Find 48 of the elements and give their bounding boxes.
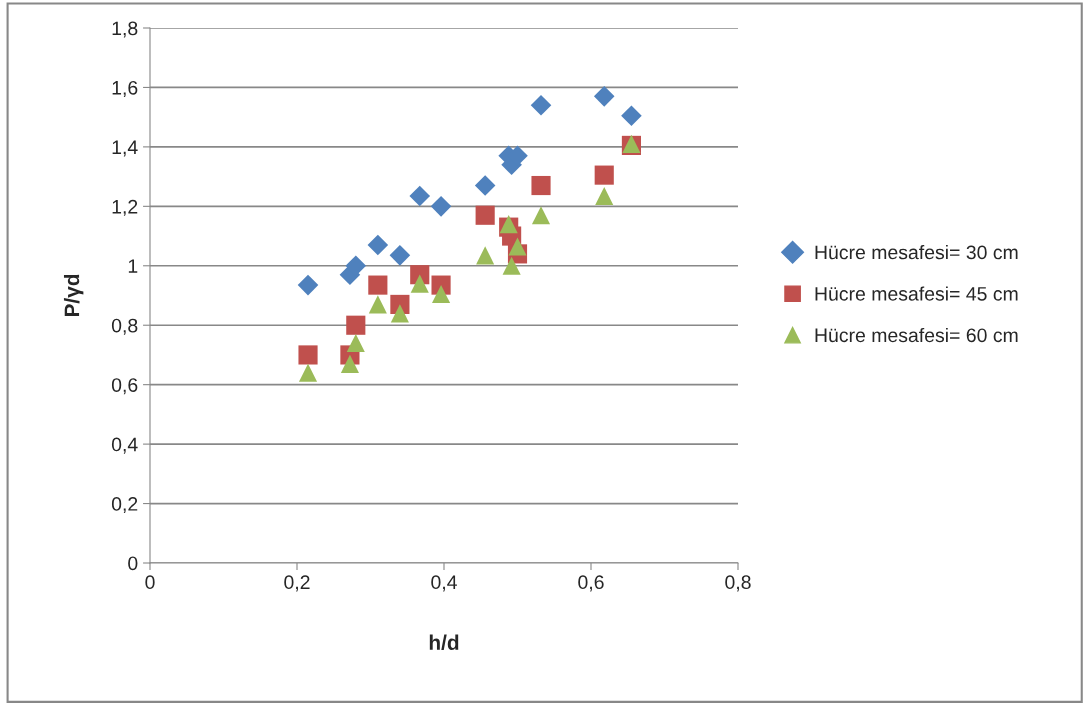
point xyxy=(531,206,551,225)
y-tick-label: 0 xyxy=(128,556,138,571)
y-tick-label: 0,2 xyxy=(111,497,138,514)
point xyxy=(368,275,388,295)
point xyxy=(502,256,521,275)
x-tick-label: 0,8 xyxy=(725,575,751,592)
point xyxy=(621,105,642,126)
point xyxy=(508,237,527,256)
y-axis-title: P/γd xyxy=(63,274,84,317)
y-tick-label: 1,6 xyxy=(112,80,138,97)
point xyxy=(410,274,429,293)
legend-label: Hücre mesafesi= 60 cm xyxy=(815,327,1018,343)
y-tick-label: 1,4 xyxy=(112,140,138,157)
point xyxy=(430,196,452,217)
point xyxy=(298,345,318,365)
point xyxy=(595,186,614,205)
point xyxy=(368,295,387,314)
legend-label: Hücre mesafesi= 30 cm xyxy=(815,244,1018,260)
x-tick-label: 0,6 xyxy=(578,575,604,592)
point xyxy=(594,165,614,185)
point xyxy=(531,175,551,196)
y-tick-label: 1,8 xyxy=(112,21,138,38)
y-tick-label: 0,8 xyxy=(111,318,138,335)
point xyxy=(475,205,495,225)
point xyxy=(298,363,318,382)
x-tick-label: 0 xyxy=(145,575,155,590)
point xyxy=(476,246,495,265)
y-tick-label: 1,2 xyxy=(112,199,138,216)
point xyxy=(474,175,496,196)
point xyxy=(409,185,431,207)
y-tick-label: 1 xyxy=(128,259,138,273)
point xyxy=(530,94,552,116)
point xyxy=(346,315,366,335)
y-tick-label: 0,4 xyxy=(111,437,138,454)
point xyxy=(346,334,365,353)
legend-label: Hücre mesafesi= 45 cm xyxy=(815,286,1018,301)
point xyxy=(432,284,451,304)
point xyxy=(593,86,615,107)
point xyxy=(345,255,367,277)
point xyxy=(390,304,409,323)
point xyxy=(340,354,359,373)
x-axis-title: h/d xyxy=(429,634,459,651)
point xyxy=(367,234,389,256)
point xyxy=(389,245,411,266)
x-tick-label: 0,4 xyxy=(431,575,457,592)
y-tick-label: 0,6 xyxy=(111,378,138,395)
point xyxy=(297,274,319,296)
x-tick-label: 0,2 xyxy=(284,575,310,592)
